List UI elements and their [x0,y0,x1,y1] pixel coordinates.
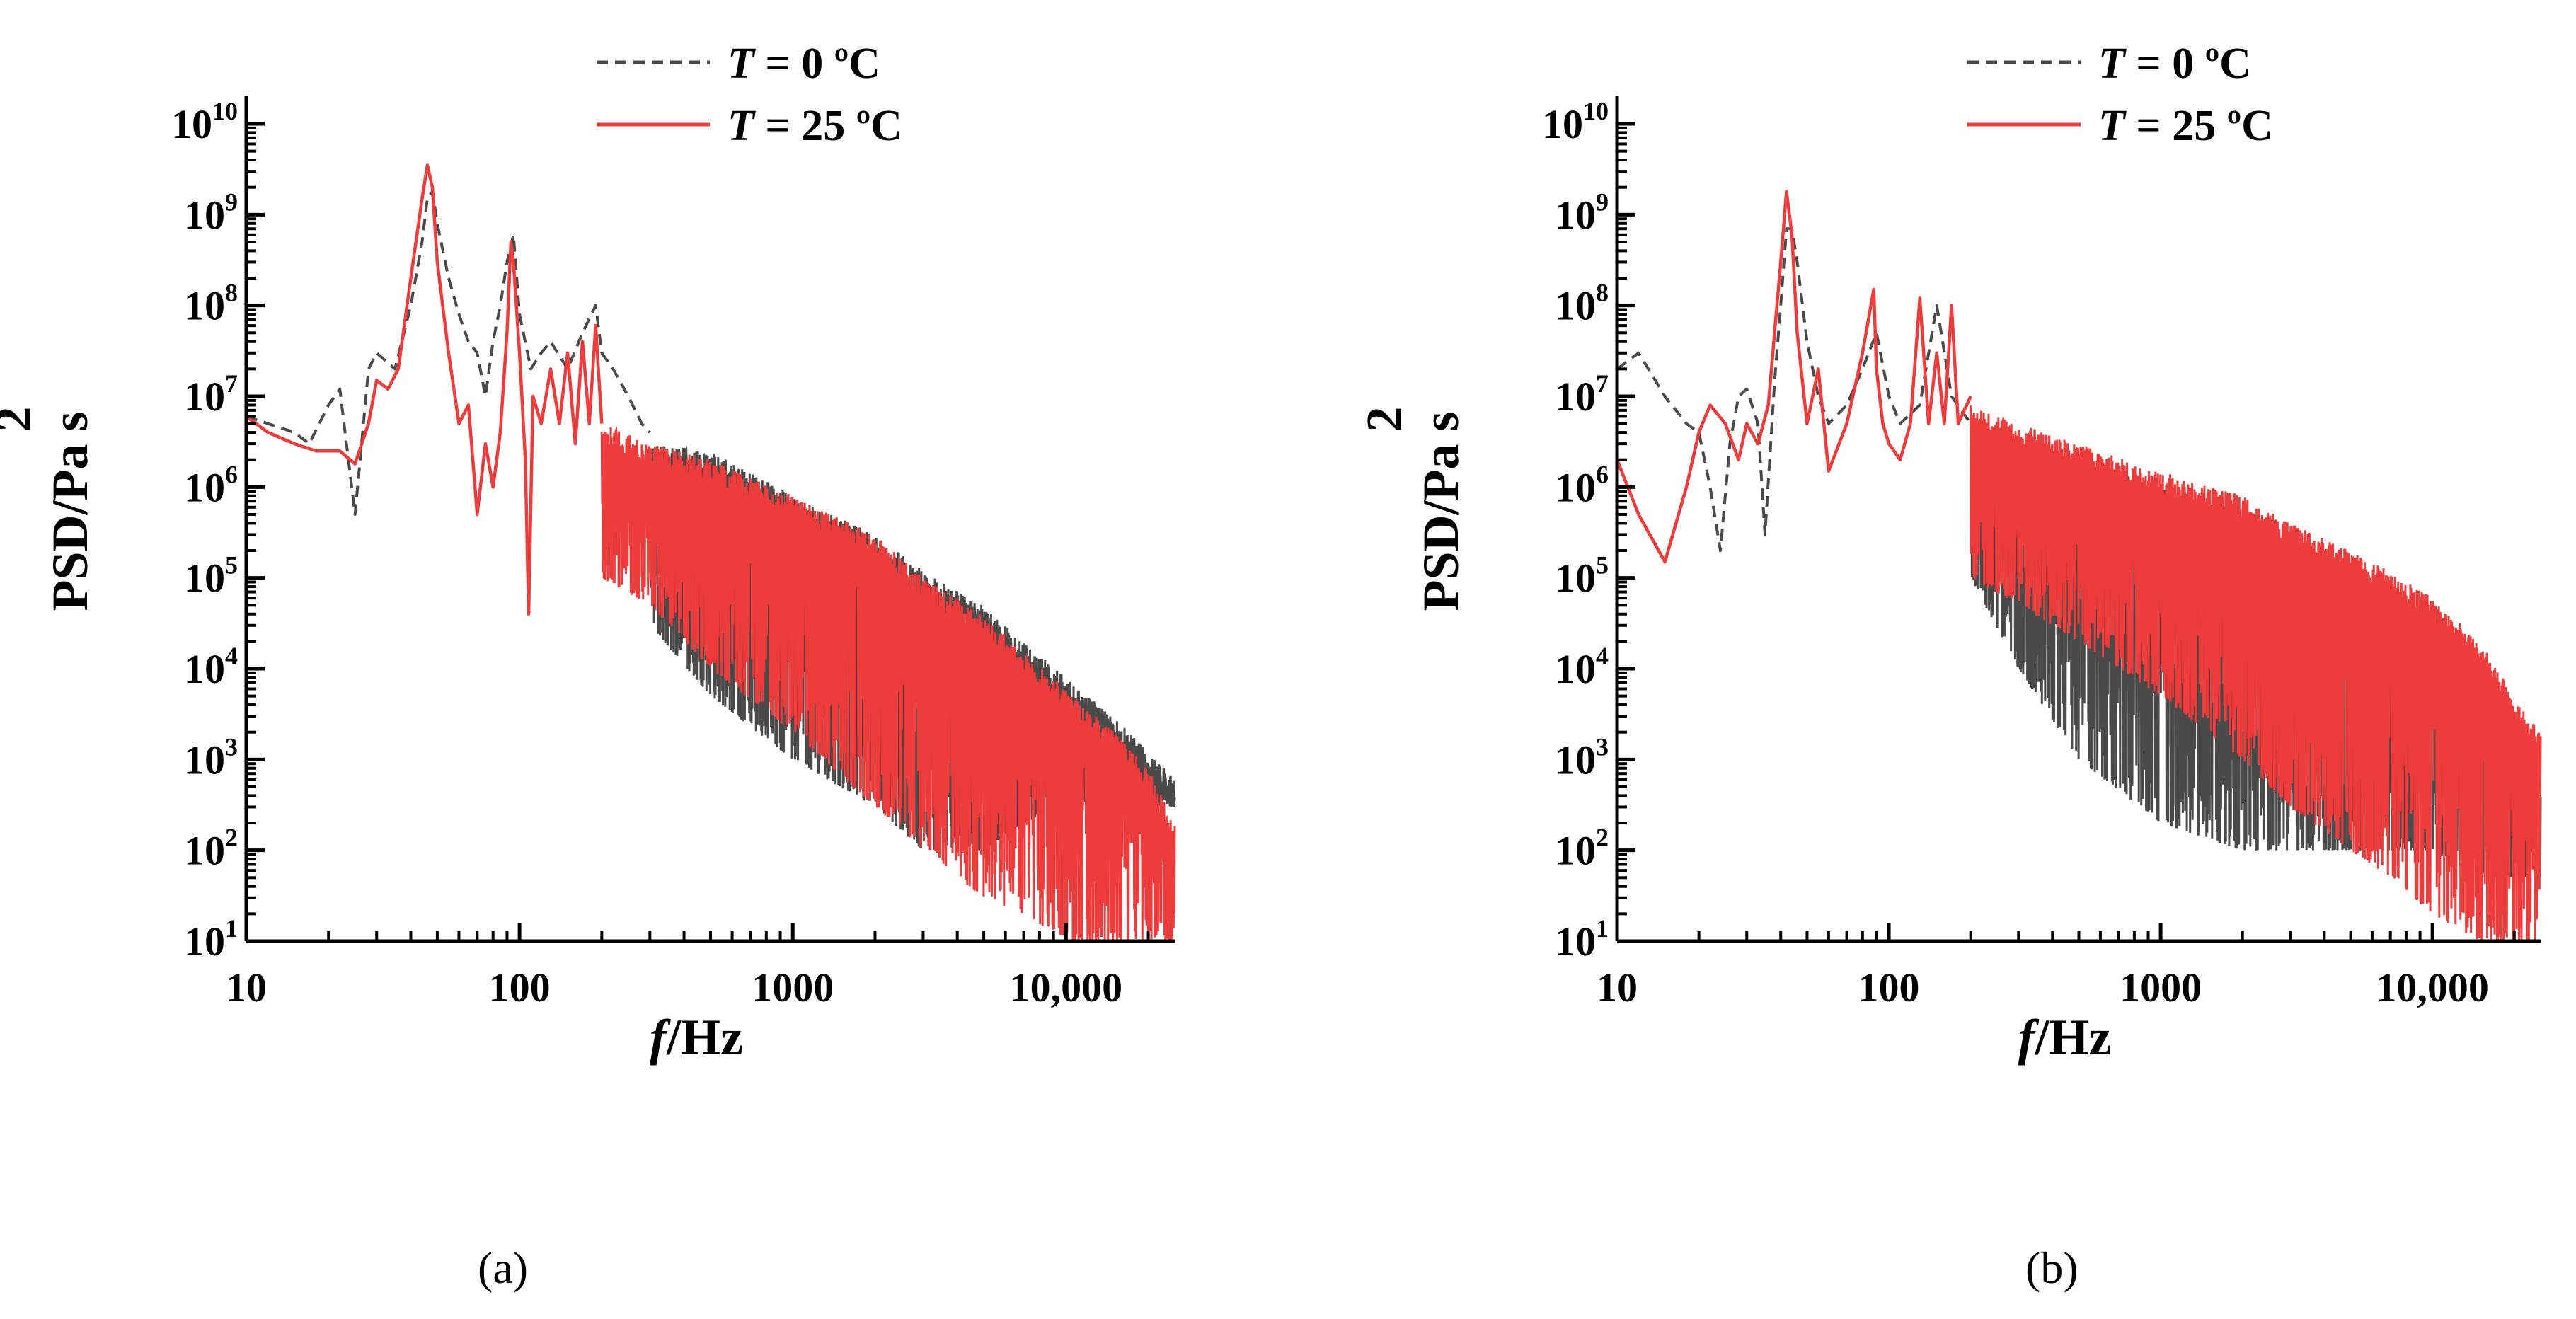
y-tick-label: 106 [1555,460,1609,510]
legend-label-italic: T [728,102,756,150]
y-tick-exponent: 4 [225,642,238,670]
y-tick-label: 105 [1555,551,1609,601]
y-tick-label: 109 [184,188,238,238]
y-axis-label-superscript: 2 [1356,407,1413,432]
y-tick-exponent: 2 [225,824,238,852]
y-tick-exponent: 8 [225,279,238,307]
y-tick-label: 108 [1555,279,1609,329]
x-tick-label: 1000 [2120,964,2202,1010]
series-noise-t25 [600,426,1176,942]
x-tick-label: 100 [489,964,551,1010]
y-tick-label: 103 [1555,732,1609,783]
y-tick-label: 101 [1555,914,1609,964]
y-tick-label: 1010 [1542,97,1609,147]
y-tick-label: 109 [1555,188,1609,238]
y-tick-label: 108 [184,279,238,329]
legend-label-t0: T = 0 ºC [728,40,880,88]
y-tick-label: 102 [184,824,238,874]
y-tick-exponent: 5 [225,551,238,580]
y-tick-label: 103 [184,732,238,783]
x-tick-label: 10,000 [1010,964,1123,1010]
series-noise-t25 [1970,405,2542,942]
y-tick-exponent: 6 [1596,460,1609,488]
x-axis-label-unit: /Hz [2035,1009,2112,1066]
y-tick-exponent: 7 [225,369,238,398]
y-tick-exponent: 1 [225,914,238,943]
y-tick-exponent: 10 [212,97,238,125]
x-tick-label: 1000 [752,964,834,1010]
y-tick-label: 101 [184,914,238,964]
legend-label-italic: T [2098,102,2127,150]
series-line-t25 [1615,190,1972,564]
legend-label-rest: = 0 ºC [754,40,880,88]
x-tick-label: 10 [1597,964,1638,1010]
x-tick-label: 10 [226,964,267,1010]
panel-b-caption: (b) [2025,1243,2078,1293]
legend-label-rest: = 25 ºC [754,102,902,150]
y-tick-exponent: 9 [1596,188,1609,216]
y-tick-label: 107 [184,369,238,420]
x-axis-label-unit: /Hz [666,1009,743,1066]
y-tick-exponent: 2 [1596,824,1609,852]
y-tick-exponent: 10 [1583,97,1609,125]
y-tick-label: 105 [184,551,238,601]
legend-label-italic: T [728,40,756,88]
legend-label-t25: T = 25 ºC [2098,102,2273,150]
y-tick-exponent: 9 [225,188,238,216]
legend-label-italic: T [2098,40,2127,88]
series-line-t25 [245,163,604,616]
y-tick-exponent: 8 [1596,279,1609,307]
y-tick-label: 107 [1555,369,1609,420]
y-tick-exponent: 1 [1596,914,1609,943]
y-tick-exponent: 6 [225,460,238,488]
x-tick-label: 100 [1858,964,1920,1010]
y-tick-label: 104 [184,642,238,692]
y-tick-exponent: 3 [1596,732,1609,761]
legend-label-rest: = 0 ºC [2125,40,2251,88]
y-tick-label: 1010 [171,97,238,147]
y-tick-exponent: 5 [1596,551,1609,580]
legend-label-rest: = 25 ºC [2125,102,2273,150]
panel-a-caption: (a) [478,1243,529,1293]
y-axis-label: PSD/Pa s [1413,411,1469,611]
y-axis-label: PSD/Pa s [42,411,98,611]
y-tick-exponent: 3 [225,732,238,761]
y-tick-label: 104 [1555,642,1609,692]
legend-label-t0: T = 0 ºC [2098,40,2251,88]
legend-label-t25: T = 25 ºC [728,102,902,150]
x-axis-label: f/Hz [650,1009,743,1066]
y-tick-label: 106 [184,460,238,510]
x-axis-label: f/Hz [2018,1009,2112,1066]
series-line-t0 [246,190,651,516]
y-axis-label-superscript: 2 [0,407,42,432]
y-tick-exponent: 4 [1596,642,1609,670]
x-tick-label: 10,000 [2376,964,2489,1010]
y-tick-exponent: 7 [1596,369,1609,398]
series-line-t0 [1616,227,1972,552]
y-tick-label: 102 [1555,824,1609,874]
